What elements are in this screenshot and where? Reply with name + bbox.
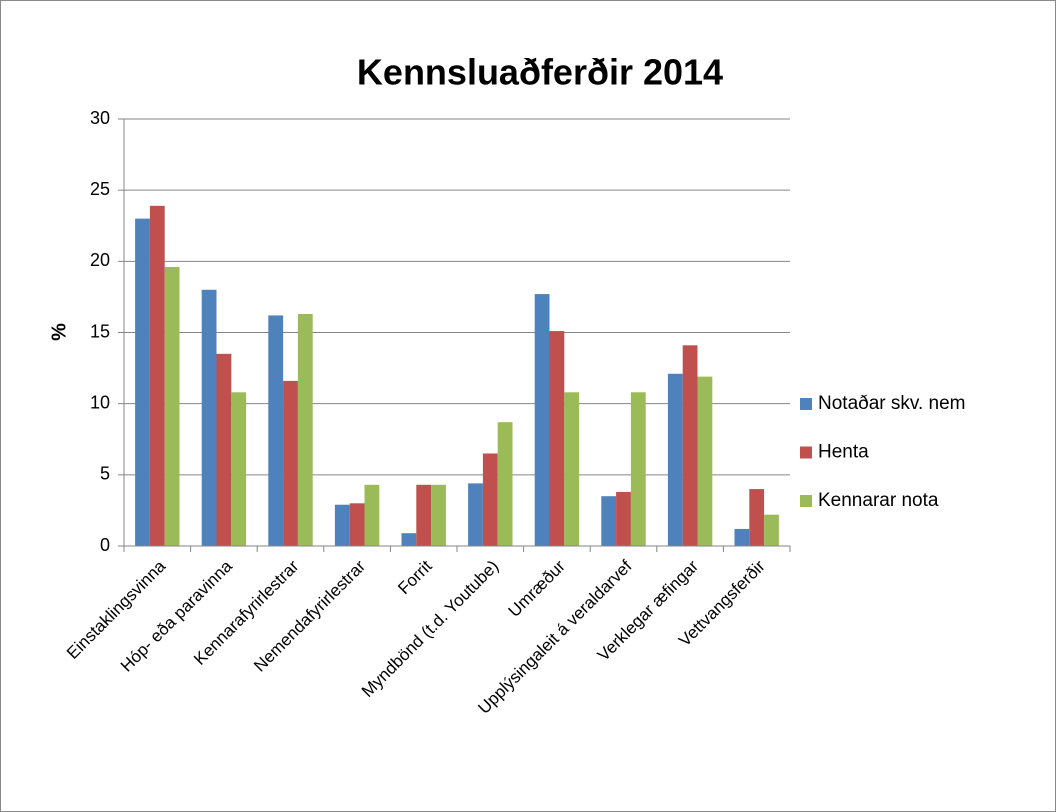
y-tick-label: 0 xyxy=(100,535,110,555)
bar xyxy=(216,353,232,546)
bar xyxy=(364,484,380,546)
bar xyxy=(616,491,631,546)
bar xyxy=(482,453,498,546)
bar xyxy=(349,503,365,546)
bar xyxy=(283,380,298,546)
bar xyxy=(630,392,646,546)
bar xyxy=(468,483,483,546)
bar xyxy=(749,489,765,546)
bar xyxy=(149,205,165,546)
bar xyxy=(431,484,446,546)
bar xyxy=(334,504,350,546)
bar xyxy=(401,533,417,546)
legend-label: Henta xyxy=(818,442,869,463)
y-tick-label: 10 xyxy=(90,392,110,412)
bar xyxy=(231,392,247,546)
legend-swatch xyxy=(800,495,812,507)
bar xyxy=(135,218,150,546)
bar xyxy=(734,528,750,546)
bar xyxy=(549,331,565,546)
y-tick-label: 20 xyxy=(90,250,110,270)
y-tick-label: 30 xyxy=(90,108,110,128)
bar xyxy=(764,514,779,546)
chart-title: Kennsluaðferðir 2014 xyxy=(357,52,723,93)
bar xyxy=(268,315,284,546)
bar xyxy=(697,376,713,546)
bar xyxy=(564,392,580,546)
bar xyxy=(601,496,617,546)
bar xyxy=(164,267,180,546)
legend-label: Kennarar nota xyxy=(818,490,939,511)
legend-swatch xyxy=(800,446,812,459)
bar xyxy=(297,313,313,546)
legend-label: Notaðar skv. nem xyxy=(818,393,965,414)
bar xyxy=(682,345,698,546)
y-tick-label: 25 xyxy=(90,179,110,199)
y-tick-label: 15 xyxy=(90,321,110,341)
y-tick-label: 5 xyxy=(100,464,110,484)
y-axis-label: % xyxy=(48,323,70,341)
bar xyxy=(667,373,683,546)
bar xyxy=(497,422,513,546)
legend-swatch xyxy=(800,398,812,410)
bar xyxy=(201,289,217,546)
bar xyxy=(416,484,432,546)
bar xyxy=(534,294,550,546)
